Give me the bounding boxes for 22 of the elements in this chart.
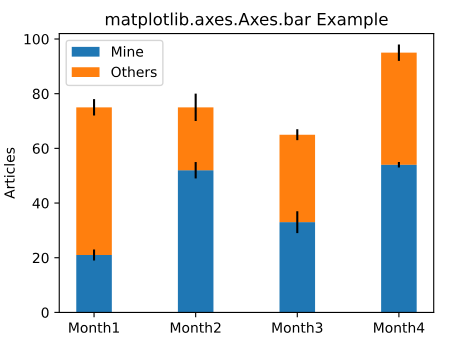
y-tick-label: 40 — [32, 198, 49, 209]
y-tick-label: 100 — [24, 34, 49, 44]
bar — [76, 107, 112, 255]
bar — [381, 52, 417, 165]
bar — [76, 254, 112, 312]
y-tick-label: 20 — [32, 252, 49, 264]
x-tick-label: Month3 — [272, 322, 322, 333]
bar — [178, 107, 214, 170]
y-tick-label: 60 — [32, 143, 49, 154]
bar — [178, 170, 214, 312]
x-tick-label: Month2 — [170, 322, 220, 333]
y-tick-label: 0 — [42, 307, 49, 318]
y-axis-title: Articles — [4, 148, 15, 199]
legend-label: Mine — [112, 46, 144, 57]
bar — [280, 134, 316, 222]
legend-label: Others — [111, 66, 157, 78]
x-tick-label: Month1 — [69, 322, 119, 333]
y-tick-label: 80 — [32, 88, 49, 100]
chart-title: matplotlib.axes.Axes.bar Example — [106, 12, 388, 29]
x-tick-label: Month4 — [374, 322, 424, 333]
bar — [381, 164, 417, 312]
bar — [280, 222, 316, 312]
